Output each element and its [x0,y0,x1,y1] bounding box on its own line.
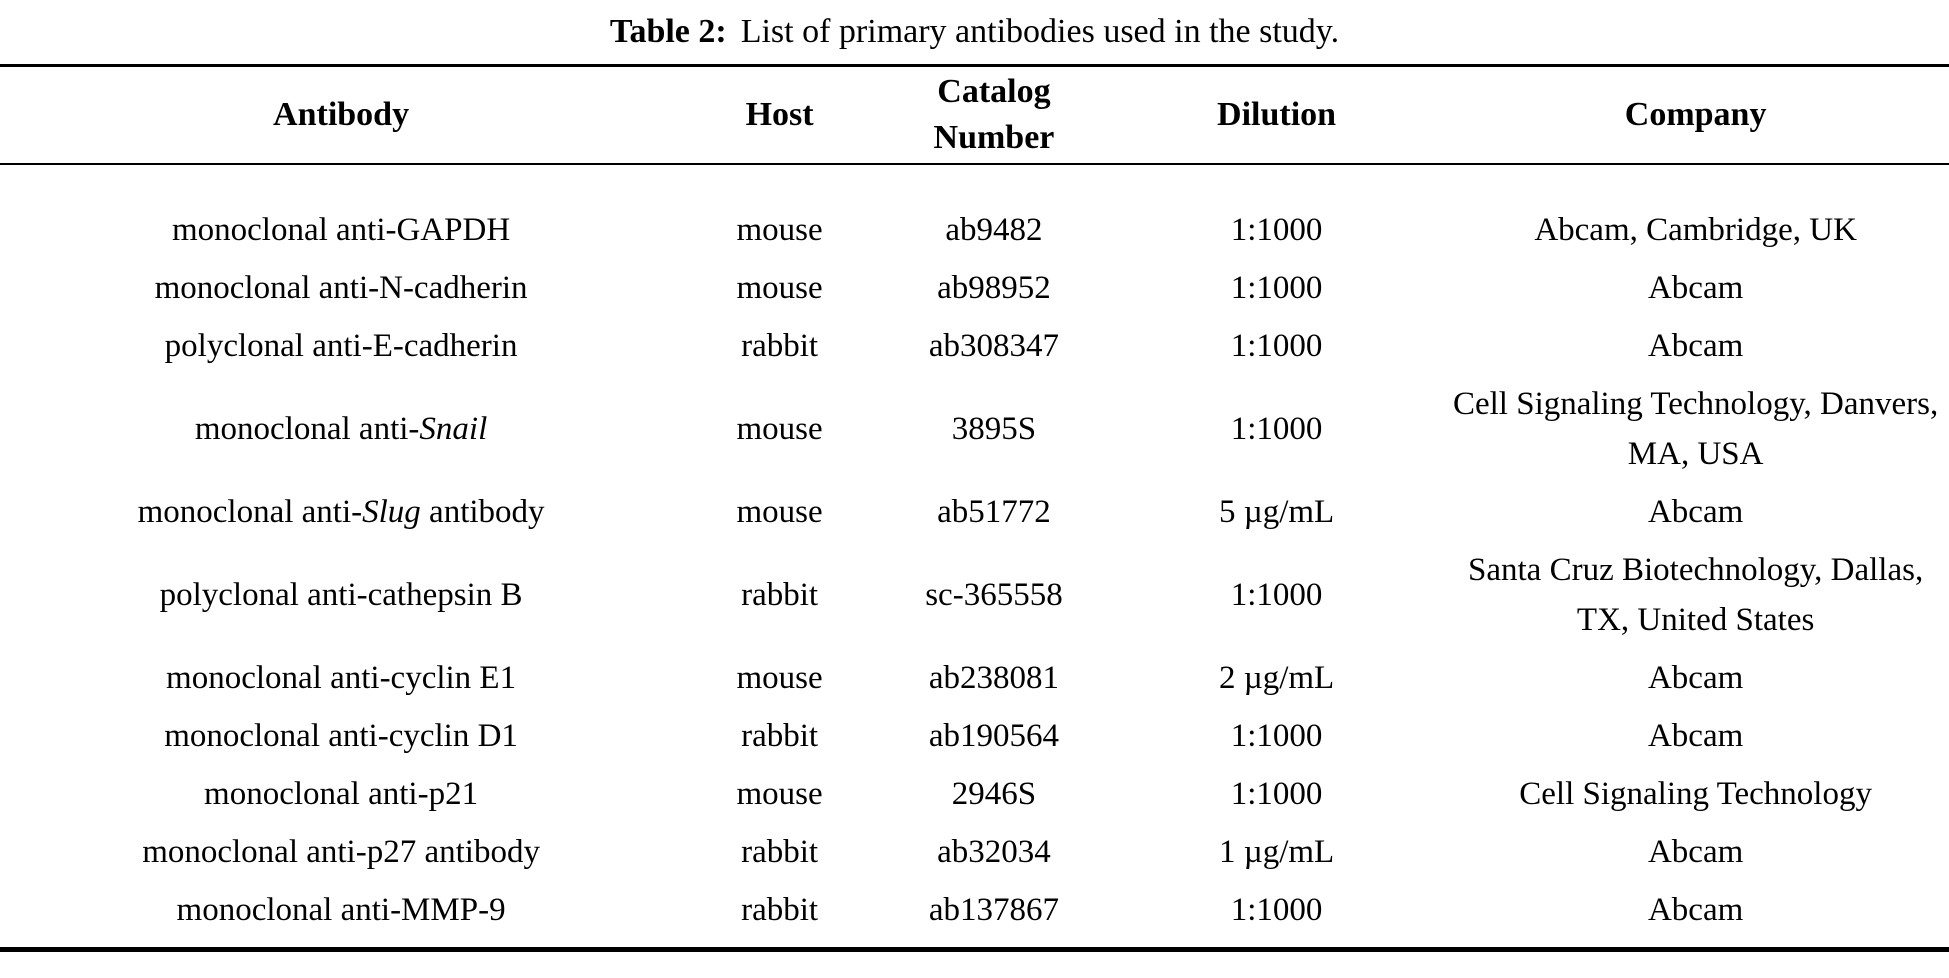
cell-host: rabbit [741,328,819,364]
cell-company: Abcam [1647,328,1744,364]
cell-host: mouse [736,270,823,306]
cell-host: mouse [736,776,823,812]
cell-antibody: monoclonal anti-GAPDH [171,212,511,248]
antibody-gene-name: Slug [362,494,421,530]
cell-antibody: monoclonal anti-cyclin D1 [164,718,518,754]
column-header-host: Host [682,67,878,165]
column-header-dilution: Dilution [1110,67,1443,165]
cell-host: rabbit [741,892,819,928]
cell-dilution: 5 µg/mL [1218,494,1335,530]
cell-antibody: monoclonal anti-p27 antibody [142,834,540,870]
cell-catalog: ab9482 [945,212,1043,248]
cell-dilution: 1:1000 [1230,328,1323,364]
table-caption: Table 2: List of primary antibodies used… [0,0,1949,67]
cell-company: Abcam [1647,834,1744,870]
cell-company: Abcam, Cambridge, UK [1534,212,1857,248]
table-body: monoclonal anti-GAPDH mouse ab9482 1:1000 Ab… [0,164,1949,950]
cell-company: Abcam [1647,892,1744,928]
table-row: monoclonal anti-cyclin D1 rabbit ab190564 1… [0,707,1949,765]
table-row: monoclonal anti-GAPDH mouse ab9482 1:1000 Ab… [0,164,1949,259]
cell-antibody: monoclonal anti-MMP-9 [176,892,506,928]
cell-dilution: 1 µg/mL [1218,834,1335,870]
cell-host: mouse [736,411,823,447]
column-header-antibody: Antibody [0,67,683,165]
cell-dilution: 1:1000 [1230,718,1323,754]
cell-host: mouse [736,212,823,248]
cell-host: rabbit [741,834,819,870]
cell-catalog: 2946S [951,776,1037,812]
table-row: monoclonal anti-N-cadherin mouse ab98952 1:… [0,259,1949,317]
cell-host: mouse [736,660,823,696]
cell-antibody: monoclonal anti-Snail [194,411,488,447]
cell-catalog: ab32034 [937,834,1051,870]
cell-antibody: polyclonal anti-cathepsin B [159,577,523,613]
cell-antibody: monoclonal anti-Slug antibody [137,494,545,530]
cell-host: rabbit [741,718,819,754]
cell-catalog: 3895S [951,411,1037,447]
cell-company: Abcam [1647,718,1744,754]
antibodies-table: Antibody Host Catalog Number Dilution Co… [0,67,1949,952]
table-row: monoclonal anti-Snail mouse 3895S 1:1000 Cel… [0,375,1949,483]
cell-company: Abcam [1647,270,1744,306]
cell-host: mouse [736,494,823,530]
cell-catalog: sc-365558 [925,577,1063,613]
cell-catalog: ab51772 [937,494,1051,530]
cell-antibody: monoclonal anti-N-cadherin [154,270,528,306]
table-row: polyclonal anti-E-cadherin rabbit ab308347… [0,317,1949,375]
cell-antibody: monoclonal anti-cyclin E1 [166,660,517,696]
cell-catalog: ab238081 [928,660,1060,696]
table-caption-label: Table 2: [609,13,727,51]
column-header-company: Company [1442,67,1949,165]
cell-host: rabbit [741,577,819,613]
cell-company: Cell Signaling Technology, Danvers, MA, … [1452,386,1939,472]
cell-company: Abcam [1647,660,1744,696]
cell-dilution: 1:1000 [1230,892,1323,928]
cell-catalog: ab308347 [928,328,1060,364]
cell-catalog: ab137867 [928,892,1060,928]
cell-dilution: 1:1000 [1230,776,1323,812]
table-row: monoclonal anti-p21 mouse 2946S 1:1000 Cell … [0,765,1949,823]
table-row: polyclonal anti-cathepsin B rabbit sc-3655… [0,541,1949,649]
cell-dilution: 1:1000 [1230,270,1323,306]
cell-catalog: ab98952 [937,270,1051,306]
antibody-gene-name: Snail [419,411,488,447]
table-caption-text: List of primary antibodies used in the s… [740,13,1340,51]
cell-dilution: 1:1000 [1230,411,1323,447]
cell-dilution: 1:1000 [1230,577,1323,613]
cell-company: Santa Cruz Biotechnology, Dallas, TX, Un… [1468,552,1924,638]
cell-company: Abcam [1647,494,1744,530]
table-row: monoclonal anti-MMP-9 rabbit ab137867 1:100… [0,881,1949,950]
cell-company: Cell Signaling Technology [1519,776,1872,812]
table-row: monoclonal anti-p27 antibody rabbit ab3203… [0,823,1949,881]
table-header-row: Antibody Host Catalog Number Dilution Co… [0,67,1949,165]
cell-antibody: polyclonal anti-E-cadherin [164,328,518,364]
table-row: monoclonal anti-cyclin E1 mouse ab238081 2 … [0,649,1949,707]
column-header-catalog-number: Catalog Number [877,67,1111,165]
cell-antibody: monoclonal anti-p21 [204,776,479,812]
cell-dilution: 2 µg/mL [1218,660,1335,696]
cell-dilution: 1:1000 [1230,212,1323,248]
cell-catalog: ab190564 [928,718,1060,754]
table-row: monoclonal anti-Slug antibody mouse ab5177… [0,483,1949,541]
